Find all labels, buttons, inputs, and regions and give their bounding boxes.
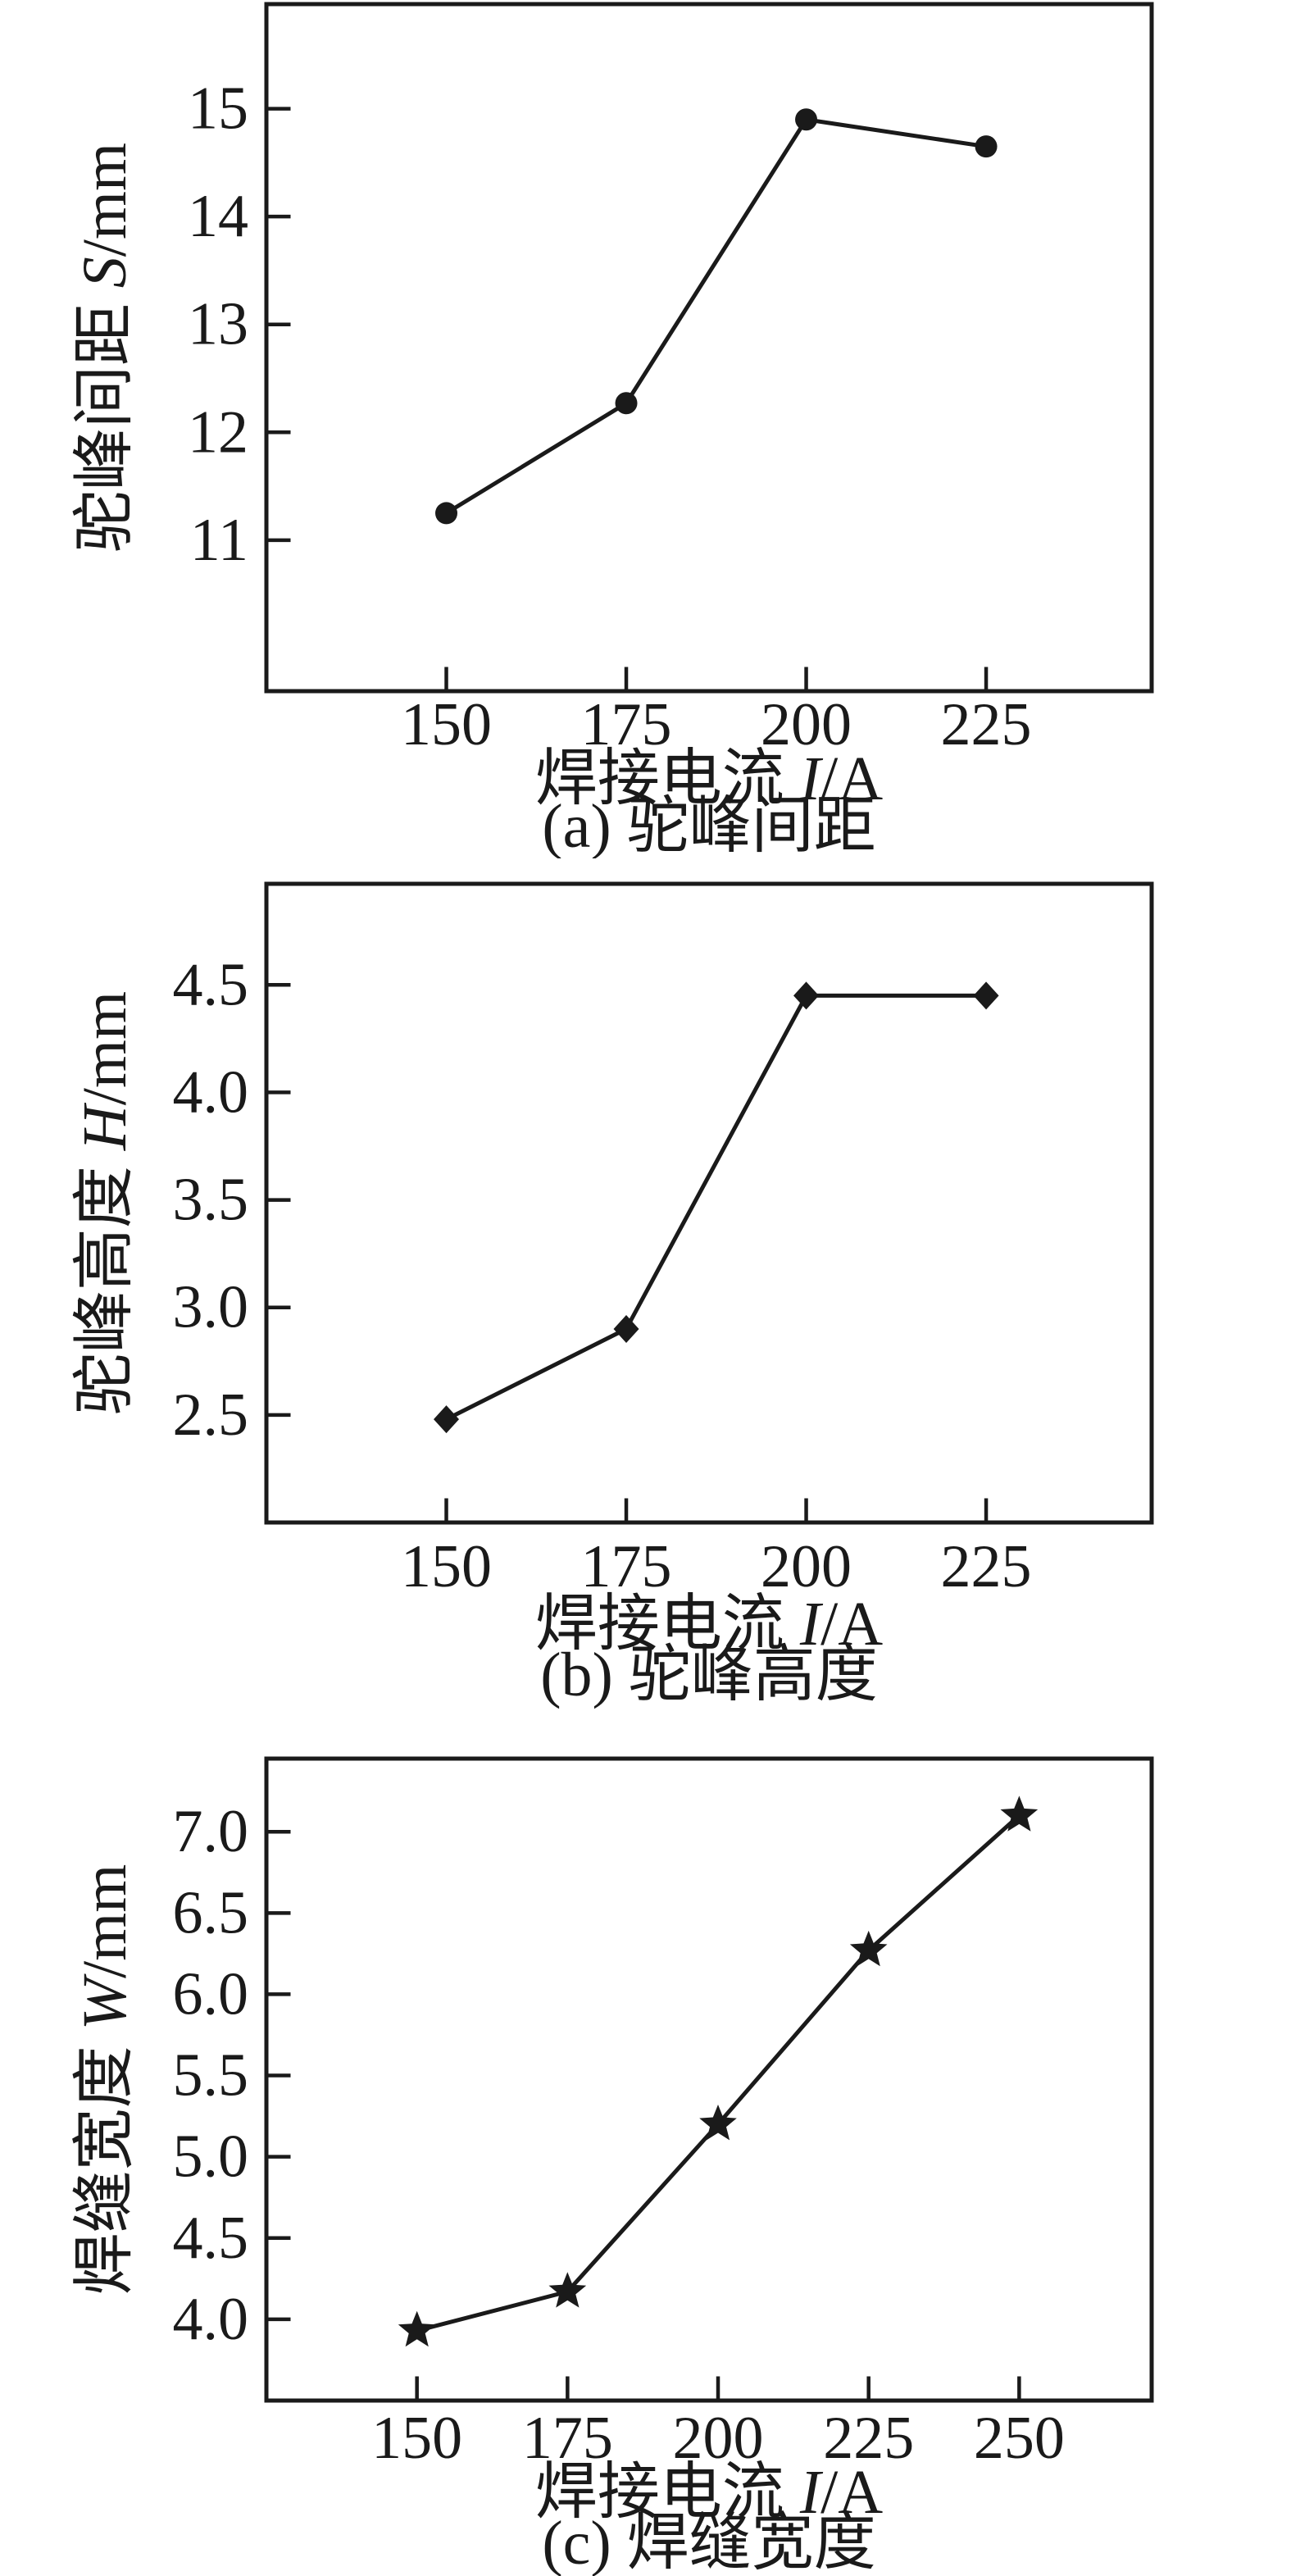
subplot-caption: (a) 驼峰间距 [542,792,875,858]
x-tick-label: 225 [823,2405,914,2472]
x-tick-label: 200 [673,2405,764,2472]
chart-a-hump-spacing: 150 175 200 225 11 12 13 14 15 驼峰间距 S/mm 焊接电流 I/A(… [0,0,1291,858]
data-point-diamond [793,981,820,1010]
chart-c-weld-width: 150 175 200 225 250 4.0 4.5 5.0 5.5 6.0 6.5 7.0 焊缝宽度… [0,1717,1291,2576]
x-tick-label: 150 [401,1533,492,1600]
x-tick-label: 175 [581,691,672,758]
x-axis-label: 焊接电流 I/A [535,2458,883,2527]
y-axis-label: 焊缝宽度 W/mm [70,1864,139,2296]
data-point-circle [795,108,818,131]
y-tick-label: 3.5 [173,1167,249,1234]
y-tick-label: 4.5 [173,951,249,1018]
data-point-star [548,2272,587,2308]
chart-b-canvas: 150 175 200 225 2.5 3.0 3.5 4.0 4.5 驼峰高度 H/mm 焊接电流… [70,881,1154,1709]
data-point-star [849,1930,888,1967]
plot-frame [264,881,1154,1525]
x-tick-label: 150 [401,691,492,758]
data-line [445,117,987,516]
x-tick-label: 200 [761,691,852,758]
y-tick-label: 6.0 [173,1960,249,2028]
x-axis-label: 焊接电流 I/A [535,1590,883,1659]
y-axis-label: 驼峰高度 H/mm [70,991,139,1415]
x-axis-label: 焊接电流 I/A [535,744,883,813]
y-tick-label: 5.5 [173,2042,249,2109]
y-tick-label: 14 [188,183,248,250]
plot-frame [264,2,1154,694]
chart-a-canvas: 150 175 200 225 11 12 13 14 15 驼峰间距 S/mm 焊接电流 I/A(… [70,2,1154,858]
y-tick-label: 4.0 [173,2286,249,2353]
chart-c-canvas: 150 175 200 225 250 4.0 4.5 5.0 5.5 6.0 6.5 7.0 焊缝宽度… [70,1756,1154,2576]
y-tick-label: 4.0 [173,1058,249,1126]
subplot-caption: (c) 焊缝宽度 [542,2509,875,2576]
x-tick-label: 225 [941,1533,1032,1600]
subplot-caption: (b) 驼峰高度 [540,1641,878,1709]
data-point-circle [615,392,638,415]
y-tick-label: 3.0 [173,1274,249,1341]
data-point-circle [975,135,998,158]
data-point-diamond [613,1314,639,1343]
data-point-star [1000,1795,1039,1832]
data-point-star [699,2105,737,2141]
y-tick-label: 15 [188,75,248,143]
plot-frame [264,1756,1154,2403]
x-tick-label: 175 [581,1533,672,1600]
x-tick-label: 175 [522,2405,613,2472]
y-tick-label: 12 [188,398,248,466]
chart-b-hump-height: 150 175 200 225 2.5 3.0 3.5 4.0 4.5 驼峰高度 H/mm 焊接电流… [0,858,1291,1717]
x-tick-label: 150 [371,2405,462,2472]
x-tick-label: 200 [761,1533,852,1600]
data-line [445,993,986,1422]
data-point-diamond [434,1405,460,1434]
y-tick-label: 2.5 [173,1381,249,1449]
y-tick-label: 4.5 [173,2205,249,2272]
y-tick-label: 11 [190,507,248,574]
y-tick-label: 7.0 [173,1798,249,1865]
y-axis-label: 驼峰间距 S/mm [70,143,139,553]
x-tick-label: 250 [974,2405,1065,2472]
y-tick-label: 5.0 [173,2123,249,2191]
data-point-star [398,2310,436,2347]
y-tick-label: 13 [188,291,248,358]
y-tick-label: 6.5 [173,1879,249,1946]
data-point-diamond [973,981,999,1010]
data-point-circle [435,502,458,525]
x-tick-label: 225 [941,691,1032,758]
data-line [416,1814,1021,2333]
